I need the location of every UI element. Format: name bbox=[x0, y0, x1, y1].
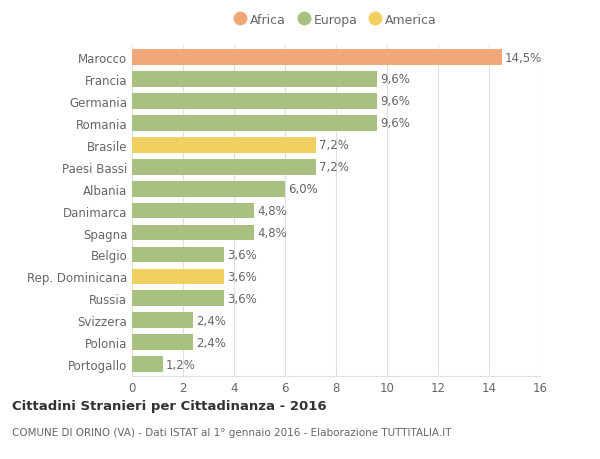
Bar bbox=[132, 247, 224, 263]
Bar bbox=[132, 357, 163, 372]
Text: 4,8%: 4,8% bbox=[257, 227, 287, 240]
Text: 14,5%: 14,5% bbox=[505, 51, 542, 64]
Text: 3,6%: 3,6% bbox=[227, 270, 257, 283]
Bar bbox=[132, 181, 285, 197]
Text: 2,4%: 2,4% bbox=[196, 336, 226, 349]
Bar bbox=[132, 203, 254, 219]
Text: 9,6%: 9,6% bbox=[380, 117, 410, 130]
Bar bbox=[132, 138, 316, 153]
Text: 9,6%: 9,6% bbox=[380, 95, 410, 108]
Text: 7,2%: 7,2% bbox=[319, 161, 349, 174]
Bar bbox=[132, 313, 193, 329]
Text: 2,4%: 2,4% bbox=[196, 314, 226, 327]
Text: COMUNE DI ORINO (VA) - Dati ISTAT al 1° gennaio 2016 - Elaborazione TUTTITALIA.I: COMUNE DI ORINO (VA) - Dati ISTAT al 1° … bbox=[12, 427, 452, 437]
Bar bbox=[132, 50, 502, 66]
Bar bbox=[132, 159, 316, 175]
Text: 4,8%: 4,8% bbox=[257, 205, 287, 218]
Bar bbox=[132, 225, 254, 241]
Bar bbox=[132, 116, 377, 131]
Legend: Africa, Europa, America: Africa, Europa, America bbox=[230, 9, 442, 32]
Text: 3,6%: 3,6% bbox=[227, 292, 257, 305]
Text: 1,2%: 1,2% bbox=[166, 358, 196, 371]
Bar bbox=[132, 94, 377, 110]
Bar bbox=[132, 291, 224, 307]
Text: 3,6%: 3,6% bbox=[227, 248, 257, 261]
Text: 7,2%: 7,2% bbox=[319, 139, 349, 152]
Text: Cittadini Stranieri per Cittadinanza - 2016: Cittadini Stranieri per Cittadinanza - 2… bbox=[12, 399, 326, 412]
Bar bbox=[132, 269, 224, 285]
Text: 6,0%: 6,0% bbox=[288, 183, 318, 196]
Text: 9,6%: 9,6% bbox=[380, 73, 410, 86]
Bar bbox=[132, 72, 377, 88]
Bar bbox=[132, 335, 193, 350]
